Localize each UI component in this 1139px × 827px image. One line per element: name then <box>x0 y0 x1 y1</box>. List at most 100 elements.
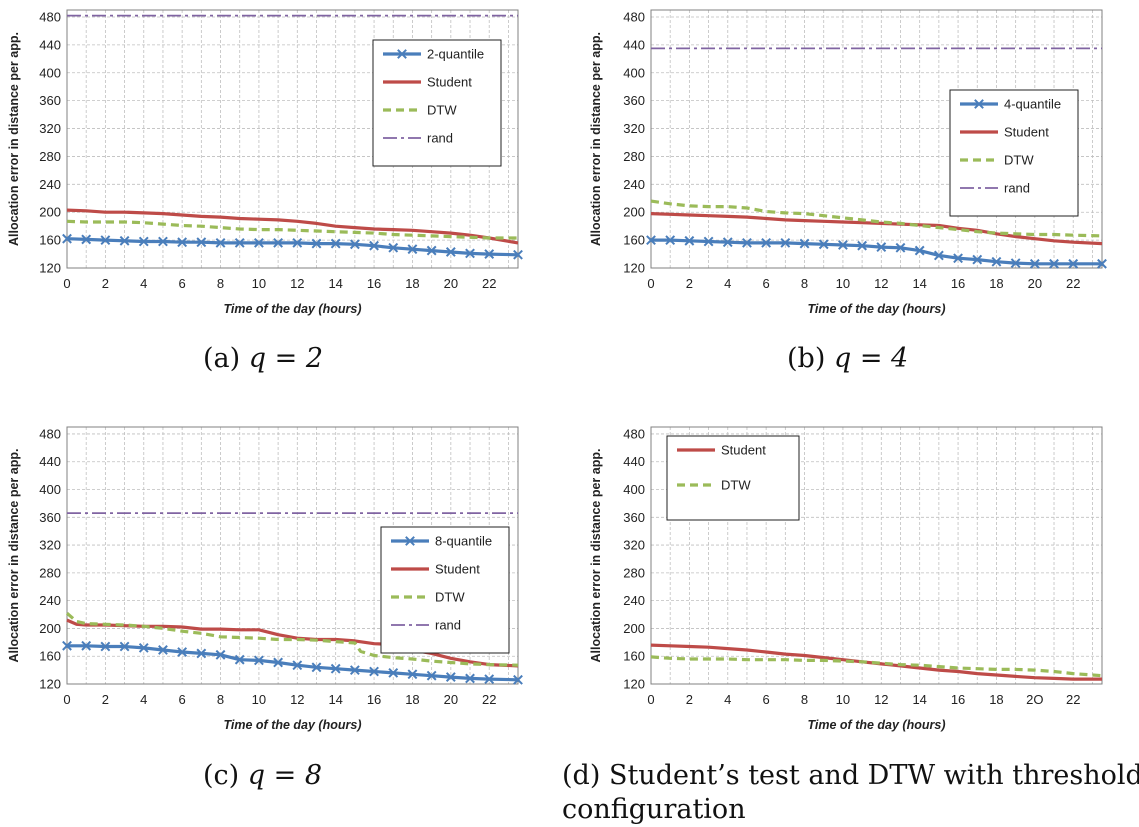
legend-marker-8-quantile <box>405 536 415 546</box>
y-tick-label: 360 <box>623 93 645 108</box>
x-tick-label: 18 <box>989 692 1003 707</box>
y-tick-label: 240 <box>623 593 645 608</box>
data-point-2-quantile <box>465 248 475 259</box>
caption-a: (a) q = 2 <box>203 343 323 374</box>
x-tick-label: 8 <box>217 276 224 291</box>
y-tick-label: 160 <box>39 233 61 248</box>
chart-d: 120 160 200 240 280 320 360 400 440 480 0 2 4 6 8 10 12 1… <box>589 426 1103 732</box>
series-line-8-quantile <box>67 644 519 682</box>
x-tick-label: 16 <box>367 692 381 707</box>
x-tick-label: 22 <box>482 692 496 707</box>
data-point-4-quantile <box>742 237 752 248</box>
caption-d-text: Student’s test and DTW with threshold <box>608 760 1139 791</box>
y-tick-label: 480 <box>623 9 645 24</box>
data-point-2-quantile <box>100 235 111 246</box>
series-line-dtw <box>650 655 1103 678</box>
x-axis-label: Time of the day (hours) <box>808 718 946 732</box>
data-point-8-quantile <box>196 648 207 659</box>
y-tick-label: 360 <box>623 510 645 525</box>
y-tick-label: 120 <box>623 677 645 692</box>
caption-d-label: (d) <box>562 760 601 791</box>
plot-area <box>650 9 1103 269</box>
x-tick-label: 20 <box>444 276 458 291</box>
x-tick-label: 8 <box>217 692 224 707</box>
y-axis-label: Allocation error in distance per app. <box>7 449 21 663</box>
data-point-4-quantile <box>895 242 906 253</box>
x-tick-label: 2 <box>686 692 693 707</box>
legend-label-2-quantile: 2-quantile <box>427 47 484 62</box>
legend-label-dtw: DTW <box>721 478 751 493</box>
data-point-2-quantile <box>484 249 495 259</box>
data-point-4-quantile <box>703 236 714 247</box>
data-point-8-quantile <box>100 641 111 652</box>
x-tick-label: 12 <box>874 276 888 291</box>
y-tick-label: 400 <box>39 65 61 80</box>
x-tick-label: 12 <box>290 276 304 291</box>
y-tick-label: 280 <box>39 565 61 580</box>
x-tick-label: 0 <box>647 692 654 707</box>
data-point-8-quantile <box>254 655 264 666</box>
y-tick-label: 240 <box>39 177 61 192</box>
y-tick-label: 320 <box>623 538 645 553</box>
data-point-4-quantile <box>780 237 791 248</box>
y-tick-label: 400 <box>39 482 61 497</box>
y-axis-label: Allocation error in distance per app. <box>589 32 603 246</box>
y-tick-label: 440 <box>623 454 645 469</box>
x-tick-label: 18 <box>989 276 1003 291</box>
x-tick-label: 10 <box>252 276 266 291</box>
data-point-8-quantile <box>349 665 360 676</box>
chart-c: 120 160 200 240 280 320 360 400 440 480 0 2 4 6 8 10 12 1… <box>7 426 523 732</box>
data-point-8-quantile <box>62 640 72 651</box>
y-tick-label: 200 <box>623 621 645 636</box>
series-line-dtw <box>65 611 519 667</box>
x-tick-label: 14 <box>912 692 926 707</box>
data-point-2-quantile <box>311 238 322 249</box>
series-line-dtw <box>650 199 1103 238</box>
data-point-2-quantile <box>254 237 264 248</box>
legend-label-dtw: DTW <box>1004 153 1034 168</box>
data-point-4-quantile <box>991 256 1002 267</box>
y-tick-label: 240 <box>623 177 645 192</box>
legend-label-8-quantile: 8-quantile <box>435 534 492 549</box>
data-point-4-quantile <box>1049 258 1059 269</box>
data-point-4-quantile <box>972 254 983 265</box>
x-tick-label: 6 <box>179 692 186 707</box>
plot-area <box>650 426 1103 685</box>
data-point-4-quantile <box>684 235 695 246</box>
data-point-8-quantile <box>215 649 226 660</box>
x-tick-label: 16 <box>951 692 965 707</box>
y-tick-label: 360 <box>39 93 61 108</box>
caption-c-math: q = 8 <box>247 760 323 791</box>
x-tick-label: 0 <box>63 276 70 291</box>
data-point-2-quantile <box>138 236 149 247</box>
x-tick-label: 4 <box>724 276 731 291</box>
caption-c: (c) q = 8 <box>203 760 322 791</box>
y-tick-label: 480 <box>39 426 61 441</box>
data-point-4-quantile <box>857 240 868 251</box>
x-axis-label: Time of the day (hours) <box>808 302 946 316</box>
caption-b-label: (b) <box>787 343 826 374</box>
x-tick-label: 20 <box>1028 276 1042 291</box>
data-point-8-quantile <box>369 666 379 677</box>
data-point-2-quantile <box>62 233 72 244</box>
plot-area <box>66 9 519 269</box>
legend-label-student: Student <box>1004 125 1049 140</box>
data-point-2-quantile <box>330 238 341 249</box>
series-line-2-quantile <box>66 237 519 257</box>
y-tick-label: 120 <box>623 261 645 276</box>
x-tick-label: 10 <box>252 692 266 707</box>
x-tick-label: 2 <box>102 276 109 291</box>
y-tick-label: 360 <box>39 510 61 525</box>
y-tick-label: 120 <box>39 677 61 692</box>
x-tick-label: 0 <box>63 692 70 707</box>
data-point-8-quantile <box>465 673 475 684</box>
data-point-4-quantile <box>876 242 887 252</box>
data-point-4-quantile <box>818 239 829 250</box>
caption-b: (b) q = 4 <box>787 343 908 374</box>
y-tick-label: 240 <box>39 593 61 608</box>
legend-box <box>372 39 502 167</box>
x-tick-label: 2 <box>686 276 693 291</box>
data-point-4-quantile <box>1097 258 1107 269</box>
series-line-student <box>66 208 519 245</box>
x-tick-label: 8 <box>801 276 808 291</box>
